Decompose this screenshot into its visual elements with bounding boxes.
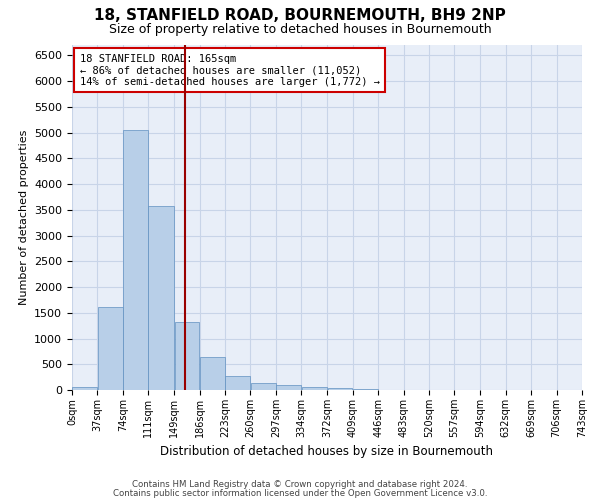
Text: Size of property relative to detached houses in Bournemouth: Size of property relative to detached ho… — [109, 22, 491, 36]
Bar — [98, 306, 122, 390]
Text: 18 STANFIELD ROAD: 165sqm
← 86% of detached houses are smaller (11,052)
14% of s: 18 STANFIELD ROAD: 165sqm ← 86% of detac… — [80, 54, 380, 87]
Text: Contains public sector information licensed under the Open Government Licence v3: Contains public sector information licen… — [113, 488, 487, 498]
Text: Contains HM Land Registry data © Crown copyright and database right 2024.: Contains HM Land Registry data © Crown c… — [132, 480, 468, 489]
Bar — [276, 386, 301, 390]
Bar — [251, 384, 275, 390]
Y-axis label: Number of detached properties: Number of detached properties — [19, 130, 29, 305]
Bar — [200, 357, 225, 390]
Text: 18, STANFIELD ROAD, BOURNEMOUTH, BH9 2NP: 18, STANFIELD ROAD, BOURNEMOUTH, BH9 2NP — [94, 8, 506, 22]
Bar — [302, 387, 327, 390]
Bar — [148, 206, 174, 390]
Bar — [226, 376, 250, 390]
Bar — [328, 388, 352, 390]
X-axis label: Distribution of detached houses by size in Bournemouth: Distribution of detached houses by size … — [161, 446, 493, 458]
Bar — [175, 322, 199, 390]
Bar — [123, 130, 148, 390]
Bar — [72, 387, 97, 390]
